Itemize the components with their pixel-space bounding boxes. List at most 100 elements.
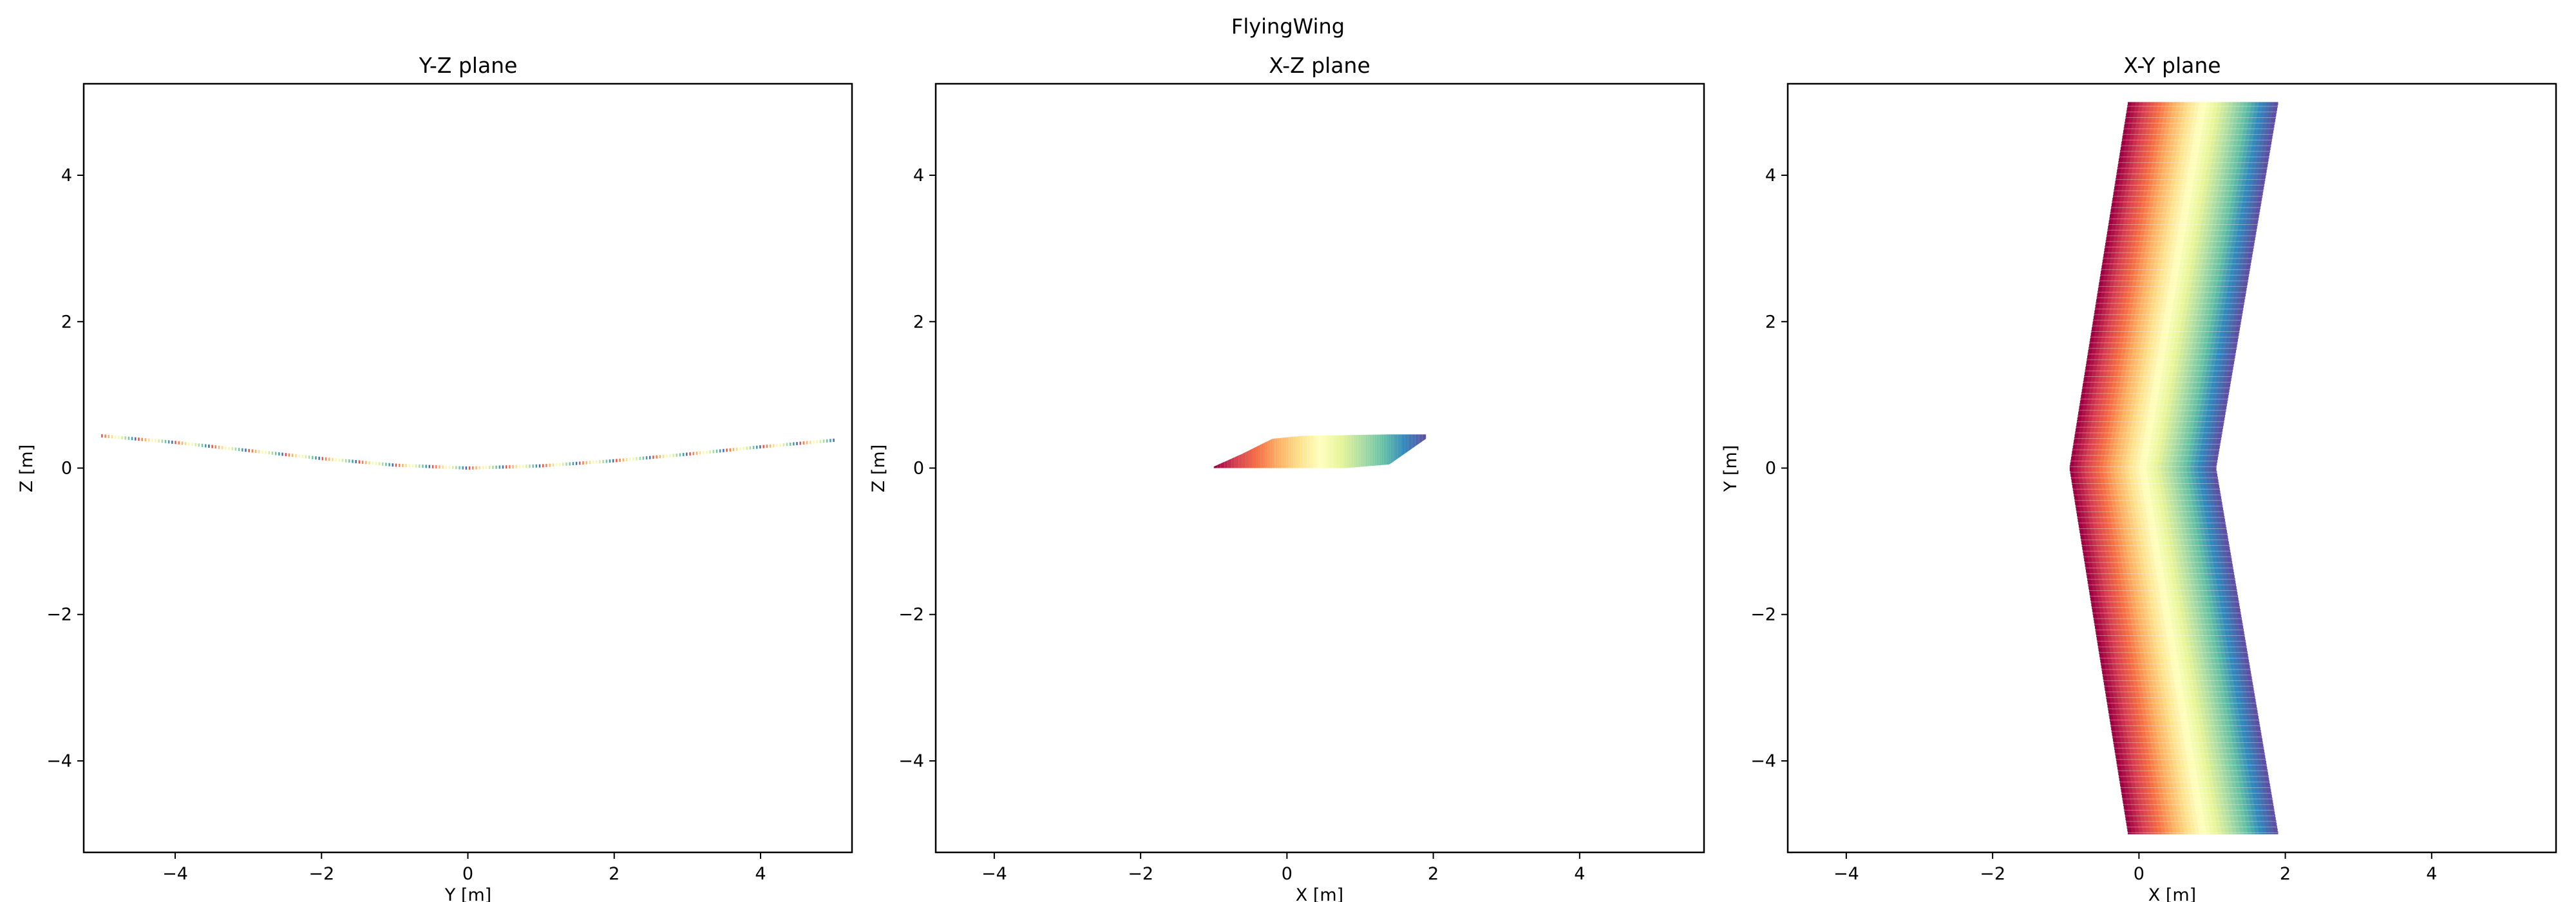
planform-panel (2179, 558, 2184, 562)
planform-panel (2106, 513, 2110, 517)
planform-panel (2203, 657, 2208, 660)
planform-panel (2117, 676, 2122, 680)
planform-panel (2256, 727, 2260, 731)
planform-panel (2173, 789, 2178, 792)
planform-panel (2089, 524, 2094, 528)
planform-panel (2255, 831, 2260, 834)
planform-panel (2233, 769, 2238, 772)
planform-panel (2166, 608, 2170, 612)
planform-panel (2172, 713, 2177, 716)
planform-panel (2187, 535, 2192, 539)
planform-panel (2183, 648, 2188, 651)
planform-panel (2126, 823, 2131, 826)
planform-panel (2123, 617, 2128, 620)
planform-panel (2146, 535, 2151, 539)
planform-panel (2184, 564, 2189, 567)
planform-panel (2220, 800, 2224, 803)
planform-panel (2123, 552, 2128, 556)
planform-panel (2112, 640, 2116, 643)
planform-panel (2145, 755, 2150, 758)
planform-panel (2207, 657, 2211, 660)
planform-panel (2106, 535, 2110, 539)
planform-panel (2134, 620, 2139, 624)
planform-panel (2123, 569, 2127, 573)
planform-panel (2109, 645, 2114, 649)
planform-panel (2223, 642, 2228, 646)
planform-panel (2193, 682, 2197, 686)
planform-panel (2239, 733, 2243, 736)
planform-panel (2242, 667, 2247, 671)
planform-panel (2180, 606, 2185, 609)
planform-panel (2169, 831, 2174, 834)
planform-panel (2132, 535, 2136, 539)
planform-panel (2239, 778, 2243, 781)
planform-panel (2184, 786, 2188, 789)
planform-panel (2115, 546, 2120, 550)
planform-panel (2168, 738, 2174, 742)
planform-panel (2201, 752, 2206, 756)
planform-panel (2147, 519, 2152, 522)
planform-panel (2087, 575, 2091, 579)
planform-panel (2264, 817, 2269, 821)
planform-panel (2197, 687, 2202, 691)
planform-panel (2176, 558, 2181, 562)
planform-panel (2172, 535, 2177, 539)
planform-panel (2164, 622, 2169, 626)
planform-panel (2258, 760, 2263, 764)
planform-panel (2080, 535, 2085, 539)
wing-profile-strip (1410, 434, 1412, 450)
planform-panel (2232, 738, 2237, 742)
planform-panel (2124, 645, 2128, 649)
planform-panel (2261, 755, 2266, 758)
planform-panel (2135, 577, 2139, 581)
planform-panel (2080, 513, 2085, 517)
planform-panel (2121, 792, 2126, 795)
planform-panel (2186, 713, 2192, 716)
planform-panel (2224, 755, 2228, 758)
planform-panel (2224, 780, 2229, 784)
x-tick-label: 2 (609, 864, 620, 884)
planform-panel (2217, 716, 2222, 719)
planform-panel (2208, 755, 2213, 758)
planform-panel (2173, 718, 2177, 722)
planform-panel (2083, 530, 2088, 533)
planform-panel (2223, 597, 2228, 601)
planform-panel (2204, 682, 2208, 686)
planform-panel (2155, 817, 2160, 821)
planform-panel (2264, 820, 2269, 823)
planform-panel (2133, 817, 2137, 821)
planform-panel (2163, 640, 2168, 643)
planform-panel (2187, 716, 2192, 719)
planform-panel (2147, 653, 2152, 657)
planform-panel (2159, 702, 2163, 705)
planform-panel (2149, 780, 2154, 784)
planform-panel (2150, 626, 2155, 629)
planform-panel (2228, 696, 2233, 700)
planform-panel (2247, 741, 2252, 745)
planform-panel (2243, 671, 2248, 674)
planform-panel (2168, 645, 2173, 649)
planform-panel (2129, 724, 2134, 727)
planform-panel (2118, 564, 2123, 567)
planform-panel (2240, 766, 2245, 770)
planform-panel (2119, 637, 2123, 640)
planform-panel (2179, 828, 2184, 832)
planform-panel (2242, 778, 2247, 781)
planform-panel (2189, 794, 2193, 798)
planform-panel (2229, 809, 2233, 812)
planform-panel (2206, 673, 2211, 677)
planform-panel (2202, 583, 2207, 587)
planform-panel (2218, 721, 2222, 725)
planform-panel (2168, 780, 2173, 784)
planform-panel (2130, 617, 2135, 620)
planform-panel (2168, 693, 2174, 696)
planform-panel (2231, 778, 2236, 781)
planform-panel (2176, 763, 2181, 767)
planform-panel (2118, 541, 2123, 544)
planform-panel (2222, 724, 2227, 727)
planform-panel (2239, 716, 2244, 719)
planform-panel (2213, 667, 2217, 671)
planform-panel (2148, 589, 2152, 593)
planform-panel (2099, 564, 2104, 567)
planform-panel (2216, 577, 2221, 581)
